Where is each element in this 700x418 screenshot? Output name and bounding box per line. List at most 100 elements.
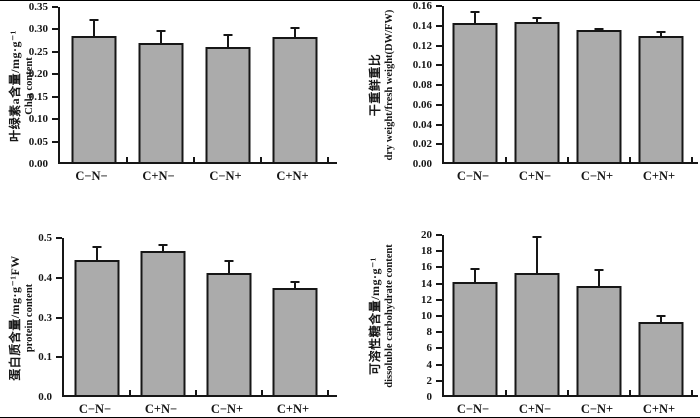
y-tick-mark <box>436 250 442 253</box>
error-bar <box>162 244 164 251</box>
bar-C+N− <box>140 250 186 395</box>
y-tick-mark <box>52 140 58 143</box>
y-tick-mark <box>436 103 442 106</box>
plot-area <box>442 235 698 397</box>
x-tick-mark <box>327 390 329 395</box>
error-bar <box>474 10 476 23</box>
error-bar <box>536 235 538 273</box>
error-bar-cap <box>656 31 666 34</box>
y-tick-label: 20 <box>421 229 432 241</box>
bar-cell <box>630 6 692 162</box>
error-bar <box>228 260 230 273</box>
x-tick-mark <box>260 157 262 162</box>
bar-cell <box>444 6 506 162</box>
bar-cell <box>261 7 328 162</box>
y-tick-label: 16 <box>421 261 432 274</box>
y-axis-ticks: 0.00 0.05 0.10 0.15 0.20 0.25 0.30 0.35 <box>6 1 58 170</box>
y-tick-mark <box>436 266 442 269</box>
y-tick-label: 18 <box>421 245 432 258</box>
error-bar-cap <box>290 281 300 284</box>
y-tick-mark <box>52 6 58 8</box>
error-bar <box>92 18 95 36</box>
x-category-label: C+N− <box>142 169 175 183</box>
plot-area <box>58 7 337 164</box>
chart-panel-chla: 叶绿素a含量/mg·g⁻¹ Chla content 0.00 0.05 0.10 0… <box>0 1 350 210</box>
y-tick-mark <box>436 363 442 366</box>
x-category-label: C−N− <box>456 402 490 416</box>
bar-cell <box>262 238 328 395</box>
plot-area <box>62 238 337 397</box>
y-tick-label: 0.06 <box>412 98 432 111</box>
x-category-label: C−N+ <box>210 402 244 416</box>
bar-cell <box>630 235 692 395</box>
error-bar <box>474 267 476 283</box>
bar-C−N− <box>74 259 120 395</box>
y-tick-mark <box>52 28 58 31</box>
y-tick-mark <box>436 24 442 27</box>
y-tick-mark <box>436 64 442 67</box>
bar-C−N+ <box>576 286 622 395</box>
y-tick-mark <box>52 73 58 76</box>
x-tick-mark <box>567 390 569 395</box>
y-tick-label: 0.14 <box>412 19 432 32</box>
y-tick-mark <box>56 356 62 359</box>
y-tick-label: 0.12 <box>412 39 432 52</box>
error-bar-cap <box>89 18 98 21</box>
y-tick-label: 0.25 <box>28 45 48 58</box>
error-bar-cap <box>532 16 542 19</box>
y-tick-label: 0.00 <box>28 158 48 170</box>
y-tick-mark <box>56 316 62 319</box>
plot-area <box>442 6 698 164</box>
x-tick-mark <box>195 390 197 395</box>
bar-cell <box>64 238 130 395</box>
y-tick-label: 0.15 <box>28 90 48 103</box>
error-bar <box>159 30 162 44</box>
x-tick-mark <box>629 157 631 162</box>
bar-cell <box>196 238 262 395</box>
y-tick-label: 0.0 <box>38 391 52 403</box>
bar-cell <box>506 235 568 395</box>
bar-C−N− <box>452 22 498 162</box>
y-tick-label: 0.4 <box>38 271 52 284</box>
bar-C−N− <box>452 282 498 395</box>
bar-cell <box>568 235 630 395</box>
error-bar-cap <box>470 10 480 13</box>
y-tick-label: 0.10 <box>28 113 48 126</box>
x-tick-mark <box>327 157 329 162</box>
y-tick-mark <box>436 331 442 334</box>
y-tick-mark <box>56 276 62 279</box>
y-tick-label: 8 <box>426 326 433 339</box>
x-tick-mark <box>691 157 693 162</box>
y-tick-label: 0.02 <box>412 138 432 151</box>
bar-cell <box>194 7 261 162</box>
y-tick-mark <box>52 50 58 53</box>
error-bar-cap <box>594 268 604 271</box>
x-category-label: C+N+ <box>276 169 309 183</box>
error-bar <box>294 281 296 289</box>
y-tick-mark <box>56 237 62 239</box>
chart-panel-dry-weight: 干重鲜重比 dry weight/fresh weight(DW/FW) 0.0… <box>350 1 700 210</box>
y-tick-label: 0.35 <box>28 1 48 13</box>
bar-cell <box>506 6 568 162</box>
bar-cell <box>444 235 506 395</box>
error-bar <box>660 315 662 323</box>
y-tick-label: 0.5 <box>38 232 52 244</box>
bar-C+N+ <box>638 322 684 395</box>
x-category-label: C+N+ <box>642 169 676 183</box>
bar-C−N+ <box>576 30 622 162</box>
y-axis-label-zh: 干重鲜重比 <box>368 53 382 117</box>
error-bar-cap <box>594 28 604 31</box>
x-axis-labels: C−N− C+N− C−N+ C+N+ <box>62 402 326 417</box>
y-tick-mark <box>52 118 58 121</box>
x-axis-labels: C−N− C+N− C−N+ C+N+ <box>58 169 326 184</box>
y-tick-mark <box>436 315 442 317</box>
y-axis-ticks: 0.00 0.02 0.04 0.06 0.08 0.10 0.12 0.14 0.16 <box>390 1 442 170</box>
y-tick-mark <box>436 347 442 350</box>
x-axis-labels: C−N− C+N− C−N+ C+N+ <box>442 402 690 417</box>
error-bar <box>293 26 296 37</box>
y-tick-label: 4 <box>426 358 433 371</box>
x-category-label: C+N+ <box>276 402 310 416</box>
chart-panel-protein: 蛋白质含量/mg·g⁻¹FW protein content 0.0 0.1 0.3… <box>0 210 350 417</box>
y-tick-mark <box>436 84 442 86</box>
x-tick-mark <box>261 390 263 395</box>
